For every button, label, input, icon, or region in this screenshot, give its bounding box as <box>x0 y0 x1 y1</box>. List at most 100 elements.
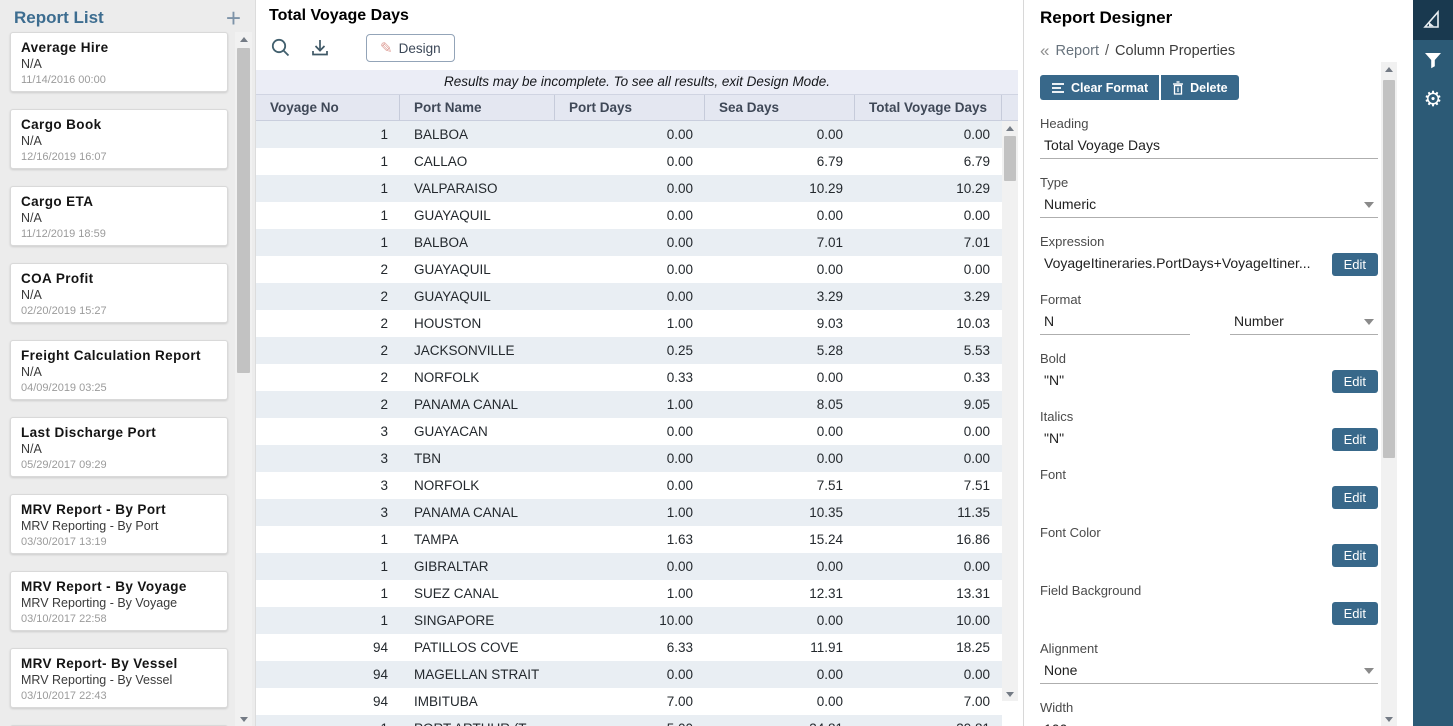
report-card[interactable]: MRV Report- By Vessel MRV Reporting - By … <box>10 648 228 708</box>
edit-font-color-button[interactable]: Edit <box>1331 544 1378 567</box>
table-scrollbar[interactable] <box>1002 121 1018 701</box>
report-card[interactable]: Last Discharge Port N/A 05/29/2017 09:29 <box>10 417 228 477</box>
sidebar-scrollbar[interactable] <box>235 32 252 726</box>
column-header[interactable]: Port Days <box>555 95 705 120</box>
report-card-timestamp: 05/29/2017 09:29 <box>21 459 107 471</box>
field-label: Font <box>1040 467 1067 482</box>
field-label: Format <box>1040 292 1082 307</box>
table-row[interactable]: 1 CALLAO 0.00 6.79 6.79 <box>256 148 1002 175</box>
table-row[interactable]: 1PORT ARTHUR (T5.0034.8139.81 <box>256 715 1002 726</box>
port-name-cell: CALLAO <box>414 154 468 169</box>
format-type-select[interactable]: Number <box>1229 310 1378 335</box>
design-button[interactable]: ✎ Design <box>366 34 455 62</box>
italics-value: "N" <box>1044 430 1065 446</box>
delete-button[interactable]: Delete <box>1161 75 1239 100</box>
value-cell: 0.00 <box>666 262 693 277</box>
pointer-tool-button[interactable] <box>1413 0 1453 40</box>
width-input[interactable]: 100 <box>1040 718 1378 726</box>
field-label: Alignment <box>1040 641 1098 656</box>
report-card[interactable]: MRV Report - By Port MRV Reporting - By P… <box>10 494 228 554</box>
pencil-icon: ✎ <box>380 40 393 57</box>
edit-bold-button[interactable]: Edit <box>1331 370 1378 393</box>
table-row[interactable]: 3 TBN 0.00 0.00 0.00 <box>256 445 1002 472</box>
breadcrumb-report-link[interactable]: Report <box>1055 43 1099 59</box>
table-row[interactable]: 1 TAMPA 1.63 15.24 16.86 <box>256 526 1002 553</box>
table-row[interactable]: 3 NORFOLK 0.00 7.51 7.51 <box>256 472 1002 499</box>
filter-tool-button[interactable] <box>1413 40 1453 80</box>
table-row[interactable]: 1 GIBRALTAR 0.00 0.00 0.00 <box>256 553 1002 580</box>
report-card[interactable]: Freight Calculation Report N/A 04/09/2019 … <box>10 340 228 400</box>
scroll-up-icon[interactable] <box>1381 62 1397 76</box>
report-card-title: MRV Report - By Voyage <box>21 579 187 594</box>
value-cell: 10.03 <box>956 316 990 331</box>
column-header[interactable]: Voyage No <box>256 95 400 120</box>
table-row[interactable]: 2 JACKSONVILLE 0.25 5.28 5.53 <box>256 337 1002 364</box>
scroll-up-icon[interactable] <box>235 32 252 46</box>
edit-expression-button[interactable]: Edit <box>1331 253 1378 276</box>
clear-format-button[interactable]: Clear Format <box>1040 75 1160 100</box>
value-cell: 0.25 <box>666 343 693 358</box>
expression-value: VoyageItineraries.PortDays+VoyageItiner.… <box>1044 255 1311 271</box>
report-card[interactable]: COA Profit N/A 02/20/2019 15:27 <box>10 263 228 323</box>
table-row[interactable]: 1 SINGAPORE 10.00 0.00 10.00 <box>256 607 1002 634</box>
table-row[interactable]: 1 BALBOA 0.00 7.01 7.01 <box>256 229 1002 256</box>
format-input[interactable]: N <box>1040 310 1190 335</box>
table-row[interactable]: 2 PANAMA CANAL 1.00 8.05 9.05 <box>256 391 1002 418</box>
value-cell: 10.29 <box>956 181 990 196</box>
edit-italics-button[interactable]: Edit <box>1331 428 1378 451</box>
search-icon[interactable] <box>270 37 292 59</box>
table-row[interactable]: 94 IMBITUBA 7.00 0.00 7.00 <box>256 688 1002 715</box>
filter-icon <box>1425 53 1441 69</box>
download-icon[interactable] <box>310 38 330 58</box>
scrollbar-thumb[interactable] <box>237 48 250 373</box>
table-body: 1 BALBOA 0.00 0.00 0.00 1 CALLAO 0.00 6.79 6.79 1 V… <box>256 121 1002 726</box>
report-card[interactable]: MRV Report - By Voyage MRV Reporting - By… <box>10 571 228 631</box>
report-card[interactable]: Cargo ETA N/A 11/12/2019 18:59 <box>10 186 228 246</box>
design-mode-banner: Results may be incomplete. To see all re… <box>256 70 1018 94</box>
designer-scrollbar[interactable] <box>1381 62 1397 726</box>
report-card[interactable]: Cargo Book N/A 12/16/2019 16:07 <box>10 109 228 169</box>
scroll-down-icon[interactable] <box>1002 687 1018 701</box>
scroll-down-icon[interactable] <box>235 712 252 726</box>
report-toolbar: ✎ Design <box>270 34 1023 62</box>
breadcrumb: « Report / Column Properties <box>1040 41 1378 61</box>
chevrons-left-icon[interactable]: « <box>1040 41 1050 60</box>
clear-format-label: Clear Format <box>1071 80 1149 95</box>
table-row[interactable]: 2 HOUSTON 1.00 9.03 10.03 <box>256 310 1002 337</box>
value-cell: 0.00 <box>666 235 693 250</box>
table-row[interactable]: 1 VALPARAISO 0.00 10.29 10.29 <box>256 175 1002 202</box>
table-row[interactable]: 94 MAGELLAN STRAIT 0.00 0.00 0.00 <box>256 661 1002 688</box>
table-row[interactable]: 1 BALBOA 0.00 0.00 0.00 <box>256 121 1002 148</box>
column-header[interactable]: Sea Days <box>705 95 855 120</box>
add-report-icon[interactable]: + <box>225 3 241 33</box>
table-row[interactable]: 3 PANAMA CANAL 1.00 10.35 11.35 <box>256 499 1002 526</box>
edit-field-background-button[interactable]: Edit <box>1331 602 1378 625</box>
table-row[interactable]: 2 GUAYAQUIL 0.00 3.29 3.29 <box>256 283 1002 310</box>
heading-input[interactable]: Total Voyage Days <box>1044 137 1160 153</box>
value-cell: 0.00 <box>816 208 843 223</box>
scroll-up-icon[interactable] <box>1002 121 1018 135</box>
value-cell: 0.00 <box>963 424 990 439</box>
scrollbar-thumb[interactable] <box>1383 80 1395 458</box>
table-row[interactable]: 1 GUAYAQUIL 0.00 0.00 0.00 <box>256 202 1002 229</box>
table-row[interactable]: 94 PATILLOS COVE 6.33 11.91 18.25 <box>256 634 1002 661</box>
table-row[interactable]: 3 GUAYACAN 0.00 0.00 0.00 <box>256 418 1002 445</box>
report-list-title: Report List <box>14 8 104 27</box>
value-cell: 18.25 <box>956 640 990 655</box>
designer-actions: Clear Format Delete <box>1040 75 1378 100</box>
table-row[interactable]: 2 GUAYAQUIL 0.00 0.00 0.00 <box>256 256 1002 283</box>
report-card[interactable]: Average Hire N/A 11/14/2016 00:00 <box>10 32 228 92</box>
table-row[interactable]: 1 SUEZ CANAL 1.00 12.31 13.31 <box>256 580 1002 607</box>
scroll-down-icon[interactable] <box>1381 712 1397 726</box>
type-select[interactable]: Numeric <box>1040 193 1378 218</box>
scrollbar-thumb[interactable] <box>1004 136 1016 181</box>
edit-font-button[interactable]: Edit <box>1331 486 1378 509</box>
table-row[interactable]: 2 NORFOLK 0.33 0.00 0.33 <box>256 364 1002 391</box>
settings-tool-button[interactable]: ⚙ <box>1413 80 1453 120</box>
port-name-cell: PATILLOS COVE <box>414 640 519 655</box>
alignment-select[interactable]: None <box>1040 659 1378 684</box>
column-header[interactable]: Total Voyage Days <box>855 95 1002 120</box>
port-name-cell: GUAYAQUIL <box>414 208 491 223</box>
value-cell: 0.00 <box>666 667 693 682</box>
column-header[interactable]: Port Name <box>400 95 555 120</box>
